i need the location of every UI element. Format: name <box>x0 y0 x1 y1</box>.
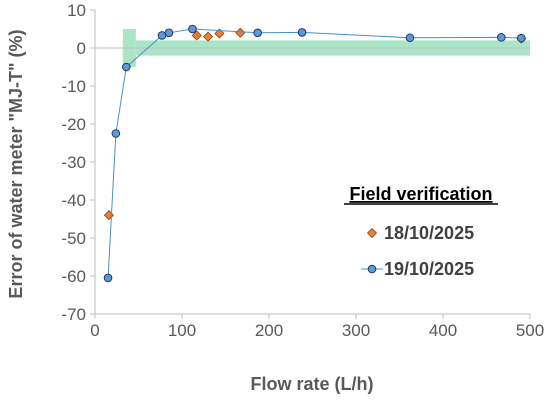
x-tick-label: 400 <box>429 321 457 340</box>
y-tick-label: -50 <box>61 229 86 248</box>
data-point <box>517 33 526 43</box>
x-axis-title: Flow rate (L/h) <box>251 374 374 394</box>
legend-label: 19/10/2025 <box>384 259 474 279</box>
legend-marker <box>366 227 378 239</box>
legend-marker <box>367 264 377 274</box>
data-point <box>297 28 307 37</box>
plot-axes <box>90 9 531 319</box>
x-tick-label: 200 <box>255 321 283 340</box>
y-axis-title: Error of water meter "MJ-T" (%) <box>6 29 26 298</box>
legend: Field verification 18/10/2025 19/10/2025 <box>327 180 517 282</box>
legend-background <box>327 180 517 282</box>
data-point <box>111 129 121 138</box>
data-point <box>188 24 197 34</box>
y-tick-label: -40 <box>61 191 86 210</box>
x-tick-label: 500 <box>516 321 544 340</box>
y-tick-label: -70 <box>61 305 86 324</box>
y-tick-label: -30 <box>61 153 86 172</box>
x-tick-label: 300 <box>342 321 370 340</box>
data-series <box>103 24 527 283</box>
x-tick-label: 0 <box>90 321 99 340</box>
data-point <box>405 33 415 43</box>
data-point <box>496 33 506 42</box>
data-point <box>103 273 113 283</box>
data-point <box>191 30 202 41</box>
y-tick-label: -10 <box>61 77 86 96</box>
legend-title: Field verification <box>349 184 492 204</box>
legend-entries: 18/10/2025 19/10/2025 <box>361 223 474 279</box>
y-tick-label: -20 <box>61 115 86 134</box>
legend-label: 18/10/2025 <box>384 223 474 243</box>
y-tick-label: 10 <box>67 1 86 20</box>
data-point <box>253 28 262 38</box>
x-tick-label: 100 <box>168 321 196 340</box>
data-point <box>203 31 214 42</box>
data-point <box>164 28 174 38</box>
data-point <box>235 27 246 38</box>
data-point <box>122 62 131 72</box>
y-tick-label: 0 <box>77 39 86 58</box>
data-point <box>214 28 225 39</box>
y-tick-label: -60 <box>61 267 86 286</box>
series-2 <box>103 24 526 283</box>
